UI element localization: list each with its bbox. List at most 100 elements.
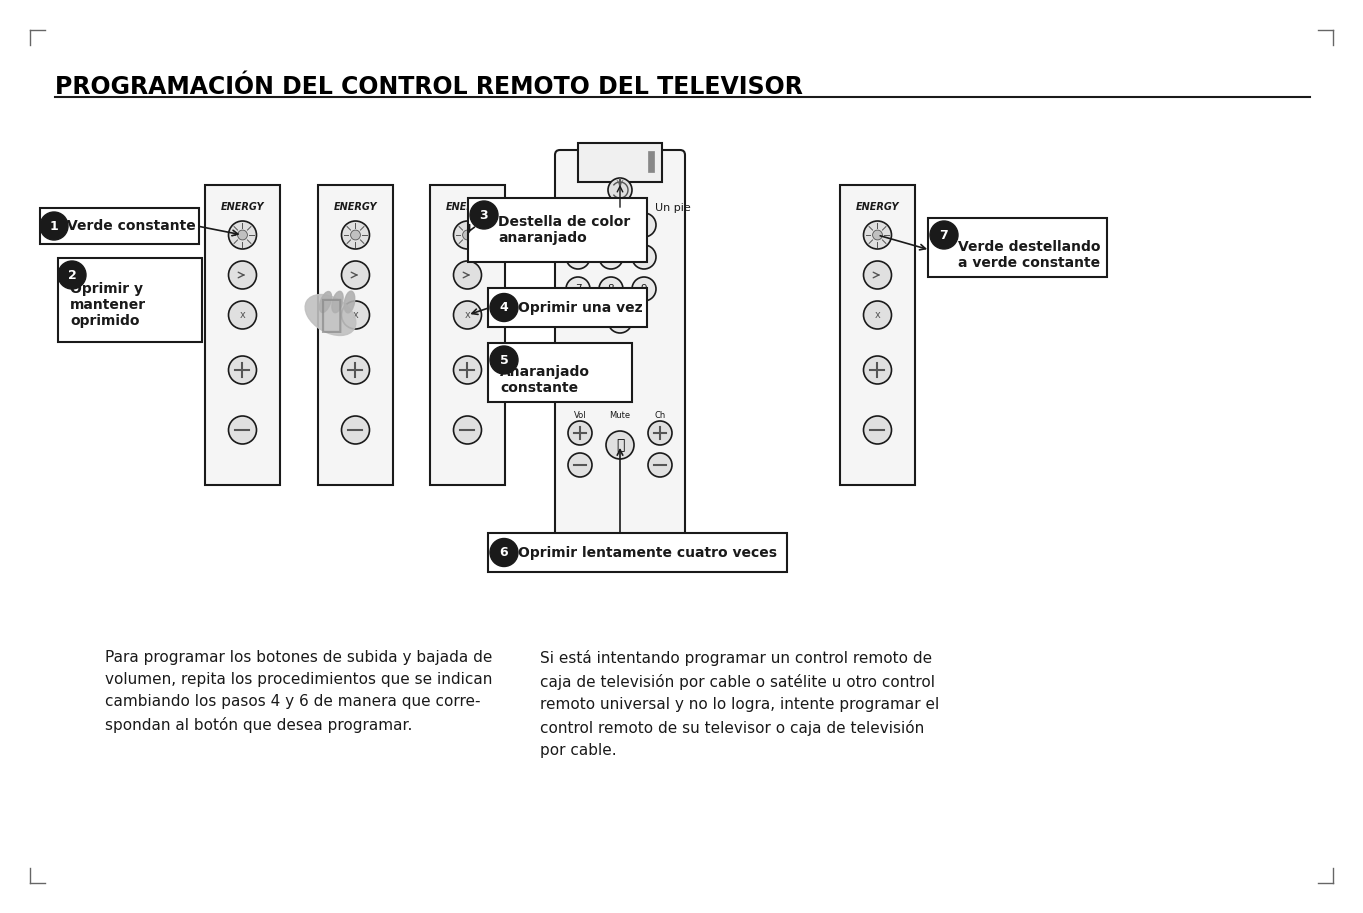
Circle shape xyxy=(566,277,590,301)
Circle shape xyxy=(229,221,256,249)
Text: Para programar los botones de subida y bajada de
volumen, repita los procedimien: Para programar los botones de subida y b… xyxy=(105,650,492,733)
Circle shape xyxy=(632,277,656,301)
Text: 5: 5 xyxy=(500,353,508,366)
Text: 6: 6 xyxy=(500,546,508,559)
Text: Oprimir una vez: Oprimir una vez xyxy=(518,300,642,314)
Circle shape xyxy=(864,261,891,289)
Circle shape xyxy=(608,178,632,202)
Circle shape xyxy=(237,230,248,240)
Text: ✋: ✋ xyxy=(319,296,342,334)
Text: Vol: Vol xyxy=(574,411,586,419)
Text: Anaranjado
constante: Anaranjado constante xyxy=(500,365,590,395)
Text: 3: 3 xyxy=(480,208,488,222)
Text: ENERGY: ENERGY xyxy=(334,202,378,212)
Text: 6: 6 xyxy=(641,252,647,262)
Circle shape xyxy=(491,293,518,321)
Circle shape xyxy=(40,212,68,240)
Circle shape xyxy=(454,416,481,444)
Text: 3: 3 xyxy=(641,220,647,230)
Circle shape xyxy=(454,261,481,289)
FancyBboxPatch shape xyxy=(488,343,632,402)
FancyBboxPatch shape xyxy=(488,288,647,327)
Bar xyxy=(647,151,654,172)
Text: 2: 2 xyxy=(608,220,615,230)
Circle shape xyxy=(632,213,656,237)
Circle shape xyxy=(470,201,497,229)
Text: 0: 0 xyxy=(616,316,623,326)
Circle shape xyxy=(930,221,958,249)
Circle shape xyxy=(608,309,632,333)
Text: 8: 8 xyxy=(608,284,615,294)
Circle shape xyxy=(462,230,473,240)
Text: Un pie: Un pie xyxy=(656,203,691,213)
Text: 9: 9 xyxy=(641,284,647,294)
Circle shape xyxy=(342,261,369,289)
Circle shape xyxy=(491,539,518,566)
Text: x: x xyxy=(240,310,245,320)
Text: 7: 7 xyxy=(575,284,581,294)
Text: Verde destellando
a verde constante: Verde destellando a verde constante xyxy=(958,240,1100,270)
Circle shape xyxy=(598,277,623,301)
Circle shape xyxy=(454,356,481,384)
Bar xyxy=(429,185,506,485)
Circle shape xyxy=(229,416,256,444)
Text: 5: 5 xyxy=(608,252,615,262)
FancyBboxPatch shape xyxy=(40,208,199,244)
Circle shape xyxy=(864,221,891,249)
Ellipse shape xyxy=(345,291,354,313)
Bar xyxy=(840,185,915,485)
Circle shape xyxy=(342,356,369,384)
FancyBboxPatch shape xyxy=(928,218,1107,277)
Circle shape xyxy=(568,421,592,445)
Ellipse shape xyxy=(319,291,331,312)
Circle shape xyxy=(342,221,369,249)
Circle shape xyxy=(598,245,623,269)
Text: ENERGY: ENERGY xyxy=(856,202,900,212)
Text: Ch: Ch xyxy=(654,411,665,419)
Text: Verde constante: Verde constante xyxy=(67,219,196,233)
Text: PROGRAMACIÓN DEL CONTROL REMOTO DEL TELEVISOR: PROGRAMACIÓN DEL CONTROL REMOTO DEL TELE… xyxy=(55,75,803,99)
Circle shape xyxy=(647,453,672,477)
FancyBboxPatch shape xyxy=(555,150,686,550)
Circle shape xyxy=(598,213,623,237)
Circle shape xyxy=(872,230,882,240)
Circle shape xyxy=(864,416,891,444)
Text: Mute: Mute xyxy=(609,411,631,419)
Bar xyxy=(204,185,279,485)
FancyBboxPatch shape xyxy=(59,258,202,342)
Circle shape xyxy=(491,346,518,374)
Text: 1: 1 xyxy=(575,220,581,230)
Circle shape xyxy=(350,230,360,240)
Circle shape xyxy=(59,261,86,289)
Circle shape xyxy=(342,416,369,444)
Text: x: x xyxy=(465,310,470,320)
Text: ENERGY: ENERGY xyxy=(446,202,489,212)
Text: 7: 7 xyxy=(939,228,949,242)
Ellipse shape xyxy=(305,295,356,335)
Text: x: x xyxy=(353,310,358,320)
Text: 🔇: 🔇 xyxy=(616,438,624,452)
Text: Destella de color
anaranjado: Destella de color anaranjado xyxy=(497,215,630,245)
Circle shape xyxy=(566,245,590,269)
FancyBboxPatch shape xyxy=(578,143,662,182)
Circle shape xyxy=(229,301,256,329)
Text: 2: 2 xyxy=(68,268,76,281)
Circle shape xyxy=(864,356,891,384)
Text: Si está intentando programar un control remoto de
caja de televisión por cable o: Si está intentando programar un control … xyxy=(540,650,939,758)
Text: Oprimir y
mantener
oprimido: Oprimir y mantener oprimido xyxy=(70,282,146,328)
Circle shape xyxy=(607,431,634,459)
Circle shape xyxy=(229,356,256,384)
Circle shape xyxy=(568,453,592,477)
Text: 4: 4 xyxy=(575,252,581,262)
Text: x: x xyxy=(875,310,880,320)
FancyBboxPatch shape xyxy=(468,198,647,262)
Bar xyxy=(318,185,393,485)
Ellipse shape xyxy=(333,291,343,313)
Text: 4: 4 xyxy=(500,301,508,314)
Circle shape xyxy=(632,245,656,269)
Circle shape xyxy=(454,221,481,249)
Circle shape xyxy=(566,213,590,237)
Circle shape xyxy=(864,301,891,329)
Circle shape xyxy=(647,421,672,445)
Circle shape xyxy=(229,261,256,289)
